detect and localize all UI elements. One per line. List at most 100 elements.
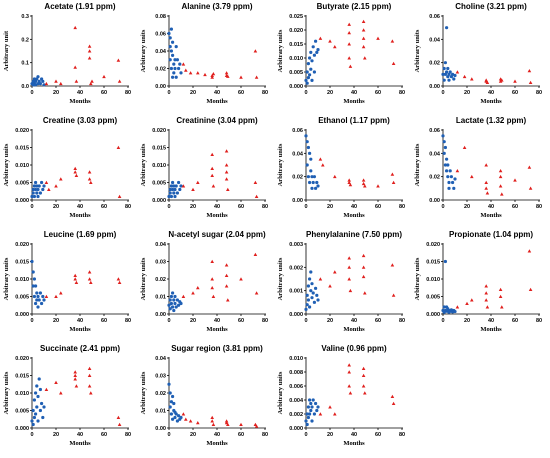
- x-tick-label: 0: [441, 318, 444, 324]
- y-axis-label: Arbitrary units: [3, 257, 10, 300]
- y-axis-label: Arbitrary units: [140, 143, 147, 186]
- data-point-circle: [305, 422, 309, 427]
- chart-svg: N-acetyl sugar (2.04 ppm) 0.00 0.01 0.02 0.0…: [140, 230, 268, 333]
- y-tick-label: 0.015: [426, 260, 440, 266]
- data-point-circle: [442, 151, 446, 155]
- data-point-triangle: [188, 71, 193, 75]
- data-point-triangle: [484, 291, 488, 295]
- y-axis-label: Arbitrary units: [3, 143, 10, 186]
- data-point-circle: [168, 58, 172, 62]
- x-tick-label: 20: [190, 432, 196, 438]
- data-point-circle: [35, 184, 39, 188]
- data-point-circle: [168, 298, 172, 302]
- data-point-circle: [309, 67, 313, 71]
- data-point-circle: [175, 298, 179, 302]
- data-point-triangle: [363, 391, 367, 395]
- data-point-circle: [305, 293, 309, 297]
- data-point-circle: [168, 45, 172, 49]
- y-tick-label: 0.02: [292, 175, 303, 181]
- x-tick-label: 60: [101, 204, 107, 210]
- chart-svg: Butyrate (2.15 ppm) 0.000 0.005 0.010 0.015 0…: [277, 2, 405, 105]
- data-point-circle: [173, 301, 177, 306]
- data-point-triangle: [500, 305, 504, 309]
- data-point-circle: [445, 26, 449, 30]
- x-axis-label: Months: [69, 440, 91, 447]
- chart-panel: Propionate (1.04 ppm) 0.000 0.005 0.010 0.01…: [411, 228, 548, 342]
- data-point-circle: [171, 180, 175, 185]
- data-point-triangle: [44, 387, 49, 391]
- data-point-circle: [304, 78, 308, 82]
- y-tick-label: 0.020: [152, 128, 166, 134]
- data-point-triangle: [348, 64, 353, 68]
- data-point-triangle: [254, 75, 259, 79]
- data-point-circle: [315, 408, 319, 413]
- y-axis-label: Arbitrary units: [277, 257, 284, 300]
- data-point-triangle: [191, 187, 195, 191]
- chart-svg: Phenylalanine (7.50 ppm) 0.000 0.001 0.002 0…: [277, 230, 405, 333]
- x-tick-label: 60: [512, 204, 518, 210]
- data-point-circle: [447, 186, 451, 190]
- data-point-circle: [40, 301, 44, 306]
- data-point-triangle: [224, 419, 229, 423]
- data-point-triangle: [498, 294, 503, 298]
- data-point-triangle: [87, 384, 92, 388]
- data-point-circle: [38, 191, 43, 195]
- data-point-circle: [168, 191, 172, 195]
- data-point-triangle: [74, 173, 79, 177]
- data-point-triangle: [500, 78, 504, 82]
- data-point-circle: [316, 184, 320, 188]
- data-point-triangle: [347, 180, 351, 184]
- data-point-circle: [316, 298, 320, 302]
- data-point-circle: [41, 294, 45, 299]
- data-point-circle: [177, 414, 181, 418]
- x-axis-label: Months: [206, 212, 228, 219]
- data-point-triangle: [347, 256, 351, 260]
- data-point-triangle: [390, 172, 395, 176]
- data-point-triangle: [361, 366, 366, 370]
- data-point-circle: [451, 180, 455, 185]
- chart-svg: Propionate (1.04 ppm) 0.000 0.005 0.010 0.01…: [414, 230, 542, 333]
- data-point-triangle: [513, 178, 517, 182]
- y-tick-label: 0.02: [429, 175, 440, 181]
- data-point-triangle: [73, 25, 77, 30]
- x-tick-label: 20: [53, 432, 59, 438]
- x-tick-label: 20: [53, 318, 59, 324]
- data-point-triangle: [498, 287, 503, 291]
- data-point-circle: [175, 419, 179, 423]
- data-point-triangle: [87, 366, 92, 370]
- data-point-circle: [32, 184, 37, 188]
- y-tick-label: 0.005: [152, 181, 166, 187]
- data-point-triangle: [318, 412, 323, 416]
- x-axis-label: Months: [480, 98, 502, 105]
- data-point-circle: [310, 78, 314, 82]
- data-point-circle: [31, 191, 35, 195]
- data-point-triangle: [318, 36, 323, 40]
- data-point-triangle: [196, 180, 200, 184]
- data-point-circle: [175, 191, 179, 195]
- data-point-circle: [442, 305, 446, 309]
- x-tick-label: 0: [30, 318, 33, 324]
- data-point-circle: [445, 157, 449, 161]
- data-point-triangle: [224, 170, 229, 174]
- data-point-triangle: [391, 401, 396, 405]
- data-point-triangle: [210, 259, 214, 263]
- data-point-circle: [312, 53, 316, 57]
- data-point-triangle: [485, 80, 490, 84]
- data-point-triangle: [347, 31, 351, 35]
- data-point-triangle: [528, 287, 533, 291]
- y-tick-label: 0.015: [15, 146, 29, 152]
- data-point-circle: [446, 163, 450, 167]
- y-tick-label: 0.015: [15, 260, 29, 266]
- y-tick-label: 0.02: [155, 67, 166, 73]
- data-point-circle: [174, 412, 178, 416]
- data-point-circle: [304, 307, 308, 311]
- chart-panel: Phenylalanine (7.50 ppm) 0.000 0.001 0.002 0…: [274, 228, 411, 342]
- data-point-circle: [315, 293, 319, 297]
- chart-panel: Creatinine (3.04 ppm) 0.000 0.005 0.010 0.01…: [137, 114, 274, 228]
- y-tick-label: 0.001: [289, 289, 303, 295]
- x-tick-label: 0: [304, 318, 307, 324]
- data-point-triangle: [363, 291, 367, 295]
- data-point-circle: [41, 415, 45, 420]
- y-axis-label: Arbitrary unit: [3, 30, 10, 71]
- data-point-triangle: [363, 184, 367, 188]
